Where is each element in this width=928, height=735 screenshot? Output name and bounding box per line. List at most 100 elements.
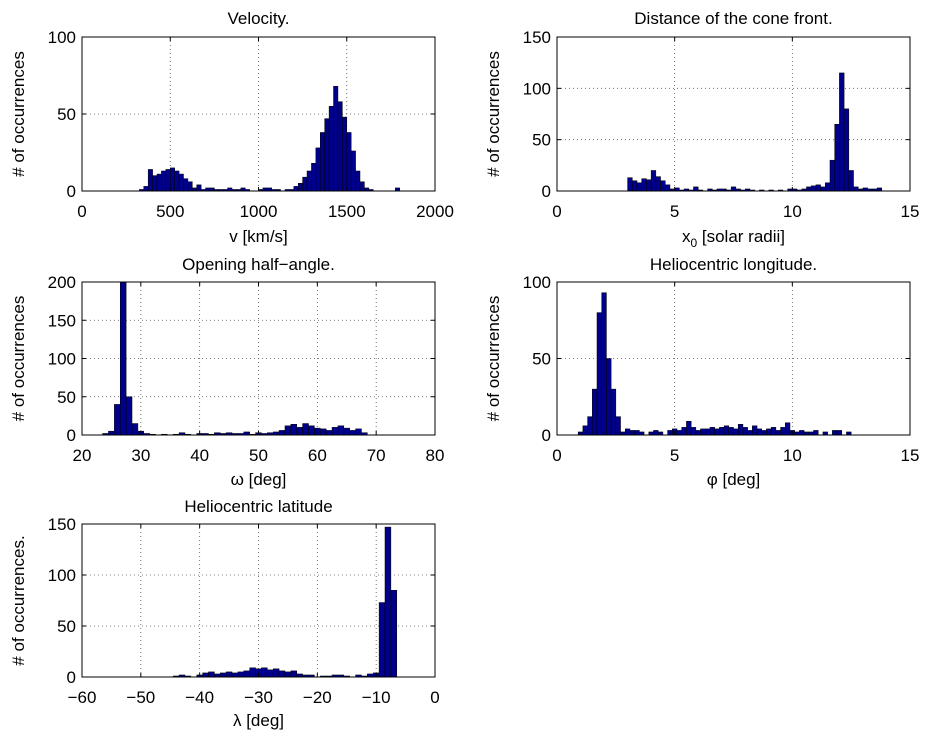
histogram-bar [355,428,362,436]
histogram-bar [705,428,711,436]
y-tick-label: 50 [57,388,76,407]
x-tick-label: −40 [185,688,214,707]
histogram-bar [346,132,352,192]
histogram-bar [629,430,635,436]
x-axis-label-rest: [solar radii] [697,227,785,246]
x-tick-label: 0 [77,202,86,221]
histogram-bar [582,425,588,436]
histogram-bar [131,423,139,436]
histogram-bar [165,169,171,192]
histogram-bar [267,669,274,678]
histogram-bar [272,668,280,678]
histogram-bar [324,118,330,192]
histogram-bar [601,292,607,436]
histogram-bar [384,526,392,678]
histogram-bar [237,671,245,678]
histogram-bar [780,427,786,436]
histogram-bar [337,101,343,192]
y-tick-label: 100 [523,273,551,292]
histogram-bar [208,671,215,678]
histogram-bar [728,427,734,436]
histogram-bar [723,425,730,436]
histogram-bar [761,430,767,436]
histogram-bar [681,427,687,436]
y-tick-label: 100 [48,350,76,369]
chart-title: Heliocentric latitude [184,497,332,516]
histogram-bar [752,425,758,436]
histogram-bar [187,181,193,192]
x-tick-label: 0 [552,446,561,465]
histogram-bar [719,427,725,436]
histogram-bar [733,428,739,436]
histogram-bar [231,672,239,678]
histogram-bar [690,427,697,436]
histogram-bar [655,176,661,192]
histogram-bar [325,430,333,436]
y-axis-label: # of occurrences [484,51,503,177]
x-axis-label-subscript: 0 [690,236,697,250]
histogram-bar [119,281,127,436]
histogram-bar [350,150,356,192]
histogram-bar [320,132,325,192]
y-axis-label: # of occurrences [484,296,503,422]
y-tick-label: 150 [48,515,76,534]
histogram-bar [650,170,657,192]
histogram-bar [676,430,682,436]
chart-panel: 0 500 1000 1500 2000 0 50 100 Velocity. v [km/s] #… [9,9,454,246]
x-tick-label: 0 [430,688,439,707]
y-axis-label: # of occurrences [9,51,28,177]
histogram-bar [302,176,308,192]
histogram-bar [278,670,286,678]
histogram-bar [730,186,737,192]
histogram-bar [742,427,748,436]
histogram-bar [834,124,840,192]
histogram-bar [813,430,819,436]
histogram-bar [634,430,640,436]
histogram-bar [183,178,189,192]
histogram-bar [359,181,365,192]
histogram-bar [766,428,772,436]
chart-title: Opening half−angle. [182,255,335,274]
histogram-bar [331,427,339,436]
histogram-bar [665,184,671,192]
histogram-bar [343,427,350,436]
chart-panel: 0 5 10 15 0 50 100 Heliocentric longitude. φ [de… [484,255,919,489]
histogram-bar [328,106,334,192]
histogram-bar [125,396,133,436]
histogram-bar [641,178,647,192]
x-axis-label-main: x [682,227,691,246]
histogram-bar [390,590,398,678]
histogram-bar [161,170,167,192]
histogram-bar [653,430,659,436]
histogram-bar [695,430,701,436]
y-axis-label: # of occurrences. [9,535,28,665]
histogram-bar [220,672,227,678]
histogram-bar [302,423,309,436]
histogram-bar [632,180,638,192]
x-tick-label: −60 [68,688,97,707]
histogram-bar [606,358,612,436]
y-tick-label: 150 [48,311,76,330]
y-tick-label: 100 [523,79,551,98]
histogram-bar [700,428,706,436]
y-axis-label: # of occurrences [9,296,28,422]
chart-panel: −60 −50 −40 −30 −20 −10 0 0 50 100 150 Heliocentric… [9,497,440,730]
histogram-bar [853,186,859,192]
histogram-bar [202,672,209,678]
x-axis-label: φ [deg] [707,470,761,489]
y-tick-label: 0 [67,426,76,445]
histogram-bar [311,163,317,192]
histogram-bar [261,667,268,678]
y-tick-label: 0 [542,182,551,201]
x-tick-label: 30 [131,446,150,465]
y-tick-label: 0 [542,426,551,445]
histogram-bar [308,425,315,436]
histogram-bar [315,147,321,192]
histogram-bar [636,182,642,192]
y-tick-label: 0 [67,182,76,201]
x-tick-label: −50 [126,688,155,707]
x-tick-label: 70 [367,446,386,465]
histogram-bar [836,430,843,436]
histogram-bar [747,430,753,436]
